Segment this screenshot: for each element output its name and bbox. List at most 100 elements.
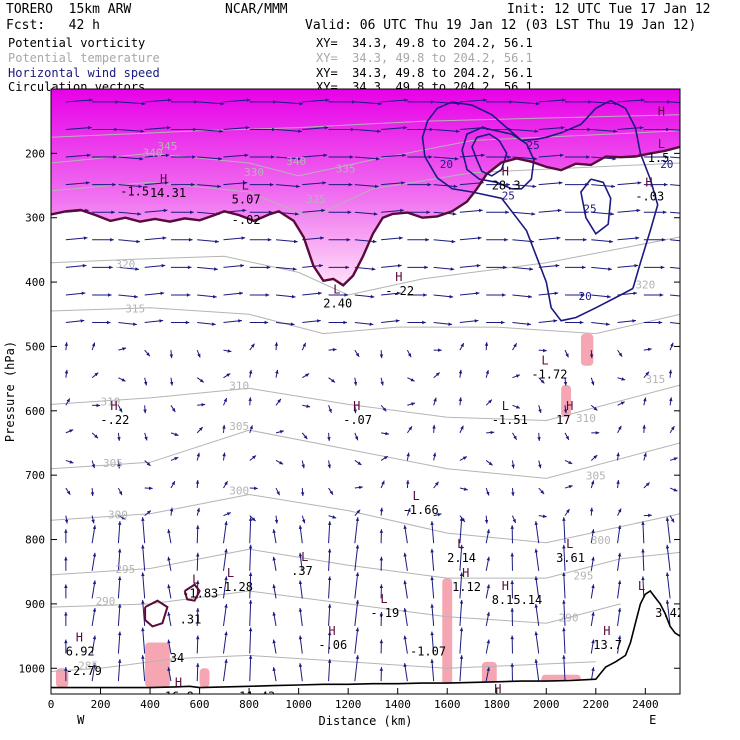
vector-arrowhead [214, 267, 218, 271]
vector-arrowhead [617, 552, 622, 557]
vector-arrowhead [590, 381, 595, 386]
extremum-value: 14.31 [150, 186, 186, 200]
vector-arrowhead [143, 409, 147, 414]
vector-arrowhead [563, 381, 568, 386]
vector-arrowhead [458, 369, 463, 374]
circulation-vector [65, 99, 93, 103]
vector-arrowhead [273, 100, 277, 104]
circulation-vector [65, 182, 90, 186]
vector-arrowhead [164, 181, 169, 185]
y-tick-label: 400 [25, 276, 45, 289]
vector-arrowhead [66, 490, 71, 495]
vector-arrowhead [510, 580, 514, 585]
circulation-vector [302, 209, 326, 213]
vector-arrowhead [296, 184, 300, 189]
circulation-vector [354, 211, 378, 215]
vector-arrowhead [188, 238, 193, 242]
wind-speed-label: 20 [440, 158, 453, 171]
circulation-vector [538, 182, 563, 186]
vector-arrowhead [432, 452, 437, 457]
vector-arrowhead [274, 342, 279, 346]
vector-arrowhead [114, 127, 119, 132]
vector-arrowhead [141, 655, 145, 659]
vector-arrowhead [562, 599, 566, 604]
circulation-vector [433, 128, 460, 132]
circulation-vector [249, 599, 252, 626]
circulation-vector [538, 154, 564, 158]
vector-arrowhead [325, 98, 330, 102]
x-tick-label: 0 [48, 698, 55, 711]
vector-arrowhead [607, 294, 611, 299]
vector-arrowhead [319, 263, 323, 268]
vector-arrowhead [88, 125, 92, 130]
vector-arrowhead [634, 263, 639, 268]
vector-arrowhead [140, 129, 145, 133]
vector-arrowhead [373, 212, 378, 216]
vector-arrowhead [686, 295, 690, 298]
vector-arrowhead [665, 155, 669, 159]
vector-arrowhead [248, 544, 253, 549]
vector-arrowhead [438, 348, 442, 352]
vector-arrowhead [136, 239, 141, 244]
circulation-vector [142, 655, 146, 682]
vector-arrowhead [588, 100, 593, 104]
vector-arrowhead [661, 238, 666, 242]
circulation-vector [563, 599, 566, 626]
extremum-value: -2.79 [66, 664, 102, 678]
vector-arrowhead [423, 293, 427, 297]
vector-arrowhead [664, 182, 668, 187]
vector-arrowhead [117, 521, 122, 525]
circulation-vector [459, 237, 482, 241]
theta-contour [51, 493, 680, 544]
vector-arrowhead [298, 580, 303, 585]
vector-arrowhead [299, 101, 304, 106]
vector-arrowhead [224, 603, 228, 608]
vector-arrowhead [246, 98, 251, 102]
vector-arrowhead [484, 519, 489, 524]
vector-arrowhead [667, 100, 671, 104]
vector-arrowhead [64, 584, 68, 588]
circulation-vector [431, 521, 435, 544]
vector-arrowhead [161, 263, 166, 268]
vector-arrowhead [535, 101, 540, 106]
circulation-vector [538, 237, 561, 241]
extremum-marker: H [175, 676, 182, 690]
circulation-vector [563, 572, 566, 599]
vector-arrowhead [86, 153, 91, 158]
field-xy-wind: XY= 34.3, 49.8 to 204.2, 56.1 [316, 66, 533, 80]
x-tick-label: 600 [190, 698, 210, 711]
extremum-marker: L [380, 592, 387, 606]
vector-arrowhead [374, 184, 379, 189]
vector-arrowhead [637, 181, 642, 185]
wind-speed-contour [580, 178, 612, 235]
x-tick-label: 800 [239, 698, 259, 711]
circulation-vector [222, 548, 227, 571]
vector-arrowhead [117, 603, 122, 608]
extremum-value: -1.28 [217, 580, 253, 594]
init-time: Init: 12 UTC Tue 17 Jan 12 [507, 2, 711, 17]
vector-arrowhead [327, 464, 332, 469]
vector-arrowhead [437, 512, 442, 517]
vector-arrowhead [379, 611, 384, 616]
vector-arrowhead [399, 236, 403, 240]
wind-speed-label: 20 [578, 290, 591, 303]
vector-arrowhead [267, 238, 272, 242]
theta-contour [51, 236, 680, 296]
vector-arrowhead [138, 184, 143, 189]
extremum-value: 2.40 [323, 296, 352, 310]
vector-arrowhead [169, 381, 174, 386]
vector-arrowhead [534, 603, 538, 608]
vector-arrowhead [534, 548, 538, 553]
vector-arrowhead [430, 603, 434, 608]
extremum-marker: H [502, 579, 509, 593]
vector-arrowhead [484, 342, 489, 346]
circulation-vector [433, 101, 461, 105]
vector-arrowhead [377, 129, 381, 133]
vector-arrowhead [382, 407, 387, 412]
x-tick-label: 2000 [533, 698, 560, 711]
vector-arrowhead [248, 517, 253, 521]
vector-arrowhead [323, 153, 328, 158]
vector-arrowhead [660, 265, 665, 270]
vector-arrowhead [355, 544, 360, 549]
vector-arrowhead [408, 426, 412, 431]
